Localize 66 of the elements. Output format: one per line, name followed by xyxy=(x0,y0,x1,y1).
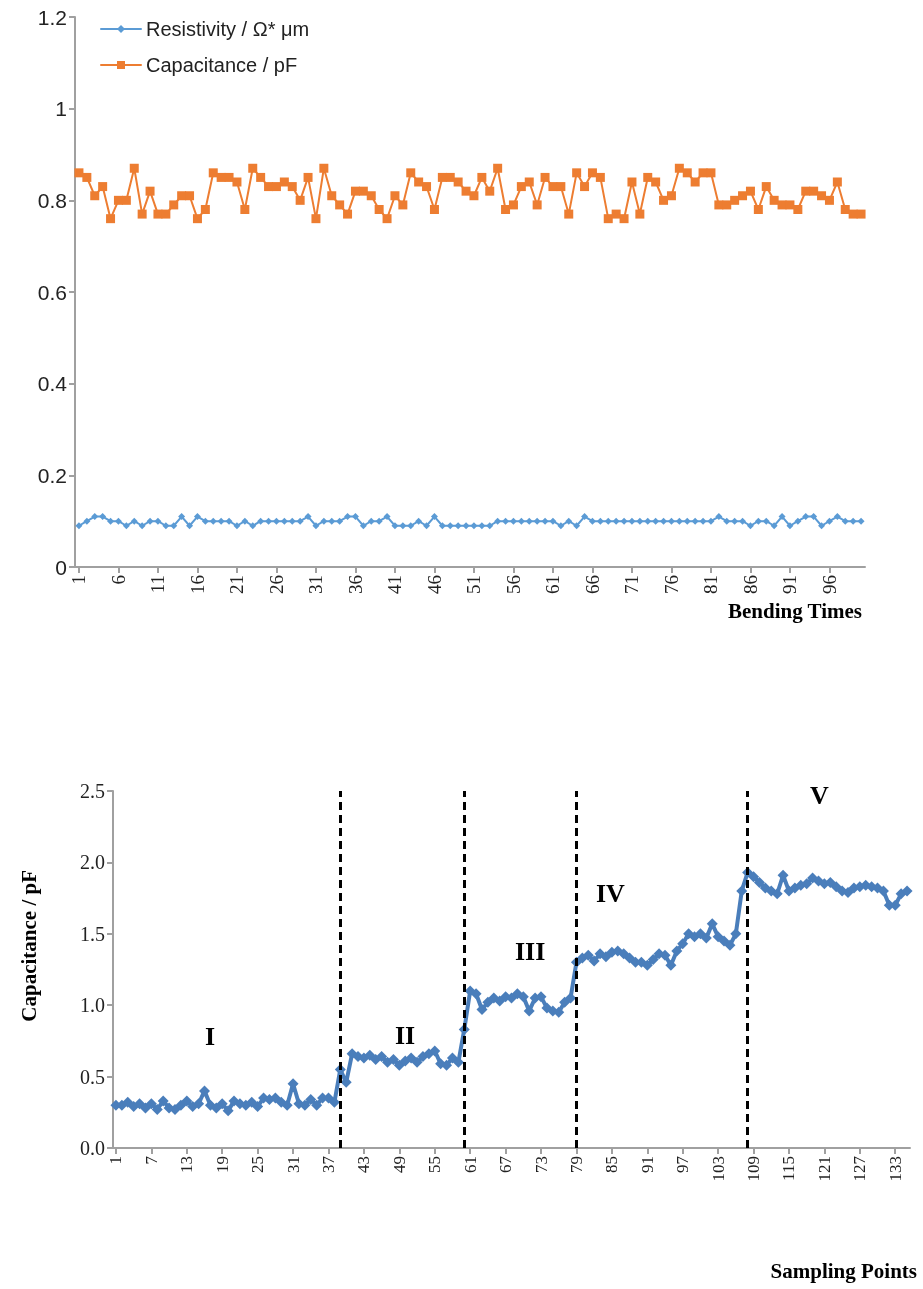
x-tick-label: 86 xyxy=(739,575,761,594)
x-tick-label: 6 xyxy=(107,575,129,585)
annotation: II xyxy=(394,1020,416,1050)
x-tick-label: 103 xyxy=(708,1156,728,1182)
x-tick-label: 85 xyxy=(602,1156,622,1173)
y-tick-label: 1.5 xyxy=(80,922,105,945)
x-tick-label: 31 xyxy=(305,575,327,594)
x-tick-label: 46 xyxy=(423,575,445,594)
y-tick-label: 1.2 xyxy=(37,5,67,29)
x-tick-label: 76 xyxy=(660,575,682,594)
x-tick-label: 91 xyxy=(779,575,801,594)
x-tick-label: 71 xyxy=(621,575,643,594)
legend-label: Capacitance / pF xyxy=(146,54,298,76)
y-tick-label: 1.0 xyxy=(80,994,105,1017)
x-tick-label: 109 xyxy=(744,1156,764,1182)
y-tick-label: 0 xyxy=(55,555,67,579)
annotation: V xyxy=(810,780,829,810)
x-tick-label: 115 xyxy=(779,1156,799,1181)
x-tick-label: 49 xyxy=(389,1156,409,1173)
y-tick-label: 0.0 xyxy=(80,1137,105,1159)
x-tick-label: 21 xyxy=(226,575,248,594)
x-tick-label: 1 xyxy=(68,575,90,585)
y-tick-label: 1 xyxy=(55,97,67,121)
x-tick-label: 121 xyxy=(814,1156,834,1182)
x-tick-label: 91 xyxy=(637,1156,657,1173)
y-tick-label: 2.5 xyxy=(80,780,105,802)
x-tick-label: 26 xyxy=(265,575,287,594)
x-tick-label: 55 xyxy=(425,1156,445,1173)
y-tick-label: 0.6 xyxy=(37,280,67,304)
x-tick-label: 96 xyxy=(818,575,840,594)
x-tick-label: 67 xyxy=(496,1155,516,1173)
y-tick-label: 2.0 xyxy=(80,851,105,874)
x-tick-label: 61 xyxy=(460,1156,480,1173)
x-tick-label: 25 xyxy=(248,1156,268,1173)
x-tick-label: 97 xyxy=(673,1155,693,1173)
x-tick-label: 133 xyxy=(885,1156,905,1182)
x-tick-label: 41 xyxy=(384,575,406,594)
x-tick-label: 7 xyxy=(141,1155,161,1165)
annotation: I xyxy=(205,1021,216,1051)
x-tick-label: 127 xyxy=(850,1155,870,1182)
y-tick-label: 0.8 xyxy=(37,188,67,212)
x-tick-label: 11 xyxy=(147,575,169,594)
x-tick-label: 36 xyxy=(344,575,366,594)
x-tick-label: 56 xyxy=(502,575,524,594)
x-axis-title: Sampling Points xyxy=(770,1258,917,1283)
x-tick-label: 16 xyxy=(186,575,208,594)
x-tick-label: 13 xyxy=(177,1156,197,1173)
legend-label: Resistivity / Ω* μm xyxy=(146,18,310,40)
x-tick-label: 79 xyxy=(566,1156,586,1173)
annotation: III xyxy=(515,936,546,966)
x-tick-label: 1 xyxy=(106,1156,126,1165)
x-tick-label: 19 xyxy=(212,1156,232,1173)
x-tick-label: 31 xyxy=(283,1156,303,1173)
x-tick-label: 73 xyxy=(531,1156,551,1173)
y-tick-label: 0.2 xyxy=(37,463,67,487)
y-axis-title: Capacitance / pF xyxy=(16,870,41,1022)
x-tick-label: 51 xyxy=(463,575,485,594)
x-tick-label: 66 xyxy=(581,575,603,594)
x-tick-label: 43 xyxy=(354,1156,374,1173)
x-tick-label: 61 xyxy=(542,575,564,594)
x-axis-title: Bending Times xyxy=(727,598,862,623)
annotation: IV xyxy=(595,878,626,908)
y-tick-label: 0.4 xyxy=(37,372,68,396)
x-tick-label: 81 xyxy=(700,575,722,594)
x-tick-label: 37 xyxy=(318,1155,338,1173)
y-tick-label: 0.5 xyxy=(80,1065,105,1088)
